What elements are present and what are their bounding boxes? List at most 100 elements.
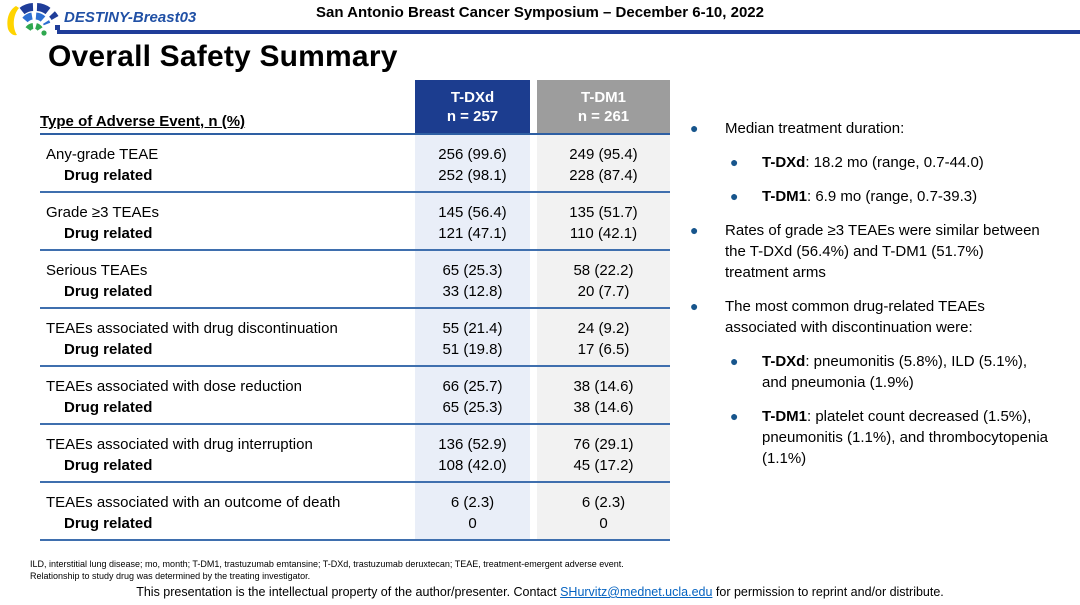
table-row-group: TEAEs associated with dose reduction Dru… [40,367,670,425]
safety-table: Type of Adverse Event, n (%) T-DXd n = 2… [40,80,670,541]
column-header-tdxd-name: T-DXd [450,88,495,106]
tdxd-value: 6 (2.3) [450,494,495,511]
tdm1-drug-related-value: 0 [599,515,608,532]
table-row-group: TEAEs associated with an outcome of deat… [40,483,670,541]
tdm1-values: 249 (95.4) 228 (87.4) [537,135,670,191]
tdm1-value: 58 (22.2) [573,262,634,279]
column-gap [530,483,537,539]
column-gap [530,367,537,423]
list-item: ● Rates of grade ≥3 TEAEs were similar b… [688,220,1048,283]
column-gap [530,193,537,249]
footnote-relationship: Relationship to study drug was determine… [30,570,311,581]
column-gap [530,425,537,481]
adverse-event-label: TEAEs associated with drug interruption [46,436,313,453]
list-item: ● T-DXd: pneumonitis (5.8%), ILD (5.1%),… [688,351,1048,393]
footer-post-link-text: for permission to reprint and/or distrib… [712,585,944,599]
tdxd-values: 65 (25.3) 33 (12.8) [415,251,530,307]
tdm1-drug-related-value: 38 (14.6) [573,399,634,416]
row-labels: TEAEs associated with an outcome of deat… [40,483,415,539]
column-header-tdxd-n: n = 257 [446,107,499,125]
tdxd-drug-related-value: 108 (42.0) [438,457,507,474]
footnotes: ILD, interstitial lung disease; mo, mont… [30,559,624,582]
bullet-text: Median treatment duration: [725,120,905,137]
bullet-text: T-DXd: pneumonitis (5.8%), ILD (5.1%), a… [762,353,1028,391]
table-row-group: TEAEs associated with drug discontinuati… [40,309,670,367]
contact-email-link[interactable]: SHurvitz@mednet.ucla.edu [560,585,713,599]
tdxd-values: 6 (2.3) 0 [415,483,530,539]
tdm1-drug-related-value: 228 (87.4) [569,167,638,184]
tdxd-value: 66 (25.7) [442,378,503,395]
tdxd-values: 55 (21.4) 51 (19.8) [415,309,530,365]
tdxd-values: 145 (56.4) 121 (47.1) [415,193,530,249]
adverse-event-label: TEAEs associated with drug discontinuati… [46,320,338,337]
table-label-header: Type of Adverse Event, n (%) [40,113,246,130]
tdm1-drug-related-value: 45 (17.2) [573,457,634,474]
tdm1-values: 58 (22.2) 20 (7.7) [537,251,670,307]
tdm1-value: 76 (29.1) [573,436,634,453]
bullet-list: ● Median treatment duration: ● T-DXd: 18… [688,118,1048,482]
table-body: Any-grade TEAE Drug related 256 (99.6) 2… [40,135,670,541]
tdxd-value: 136 (52.9) [438,436,507,453]
row-labels: Any-grade TEAE Drug related [40,135,415,191]
column-header-tdm1: T-DM1 n = 261 [537,80,670,133]
footer-permission-line: This presentation is the intellectual pr… [0,585,1080,599]
column-header-tdxd: T-DXd n = 257 [415,80,530,133]
drug-related-label: Drug related [64,167,153,184]
tdm1-value: 249 (95.4) [569,146,638,163]
tdm1-drug-related-value: 17 (6.5) [577,341,630,358]
tdm1-values: 76 (29.1) 45 (17.2) [537,425,670,481]
banner-title: San Antonio Breast Cancer Symposium – De… [316,4,764,21]
bullet-icon: ● [730,353,739,369]
footnote-abbreviations: ILD, interstitial lung disease; mo, mont… [30,559,624,569]
tdxd-values: 136 (52.9) 108 (42.0) [415,425,530,481]
row-labels: Serious TEAEs Drug related [40,251,415,307]
row-labels: Grade ≥3 TEAEs Drug related [40,193,415,249]
column-header-tdm1-n: n = 261 [577,107,630,125]
table-row-group: Any-grade TEAE Drug related 256 (99.6) 2… [40,135,670,193]
tdm1-value: 135 (51.7) [569,204,638,221]
bullet-icon: ● [690,298,699,314]
tdxd-value: 256 (99.6) [438,146,507,163]
tdxd-drug-related-value: 252 (98.1) [438,167,507,184]
bullet-text: T-DM1: 6.9 mo (range, 0.7-39.3) [762,188,978,205]
tdm1-values: 135 (51.7) 110 (42.1) [537,193,670,249]
adverse-event-label: Any-grade TEAE [46,146,159,163]
tdxd-value: 65 (25.3) [442,262,503,279]
tdxd-drug-related-value: 0 [468,515,477,532]
tdm1-drug-related-value: 110 (42.1) [569,225,638,242]
column-gap [530,251,537,307]
tdm1-value: 38 (14.6) [573,378,634,395]
tdm1-value: 6 (2.3) [581,494,626,511]
tdxd-drug-related-value: 33 (12.8) [442,283,503,300]
bullet-text: T-DXd: 18.2 mo (range, 0.7-44.0) [762,154,984,171]
tdm1-values: 6 (2.3) 0 [537,483,670,539]
drug-related-label: Drug related [64,225,153,242]
list-item: ● T-DM1: 6.9 mo (range, 0.7-39.3) [688,186,1048,207]
tdxd-values: 66 (25.7) 65 (25.3) [415,367,530,423]
sabcs-logo-icon [7,3,60,36]
table-row-group: TEAEs associated with drug interruption … [40,425,670,483]
bullet-icon: ● [730,408,739,424]
table-header-row: Type of Adverse Event, n (%) T-DXd n = 2… [40,80,670,135]
column-header-tdm1-name: T-DM1 [581,88,626,106]
bullet-text: The most common drug-related TEAEs assoc… [725,298,985,336]
adverse-event-label: Serious TEAEs [46,262,148,279]
drug-related-label: Drug related [64,341,153,358]
drug-related-label: Drug related [64,515,153,532]
bullet-icon: ● [730,188,739,204]
drug-related-label: Drug related [64,399,153,416]
trial-name: DESTINY-Breast03 [64,9,197,26]
tdm1-value: 24 (9.2) [577,320,630,337]
tdxd-values: 256 (99.6) 252 (98.1) [415,135,530,191]
tdm1-drug-related-value: 20 (7.7) [577,283,630,300]
bullet-text: Rates of grade ≥3 TEAEs were similar bet… [725,222,1040,281]
page-title: Overall Safety Summary [48,40,398,73]
footer-pre-link-text: This presentation is the intellectual pr… [136,585,561,599]
drug-related-label: Drug related [64,457,153,474]
bullet-text: T-DM1: platelet count decreased (1.5%), … [762,408,1048,467]
tdxd-value: 145 (56.4) [438,204,507,221]
list-item: ● T-DXd: 18.2 mo (range, 0.7-44.0) [688,152,1048,173]
column-gap [530,135,537,191]
tdxd-value: 55 (21.4) [442,320,503,337]
